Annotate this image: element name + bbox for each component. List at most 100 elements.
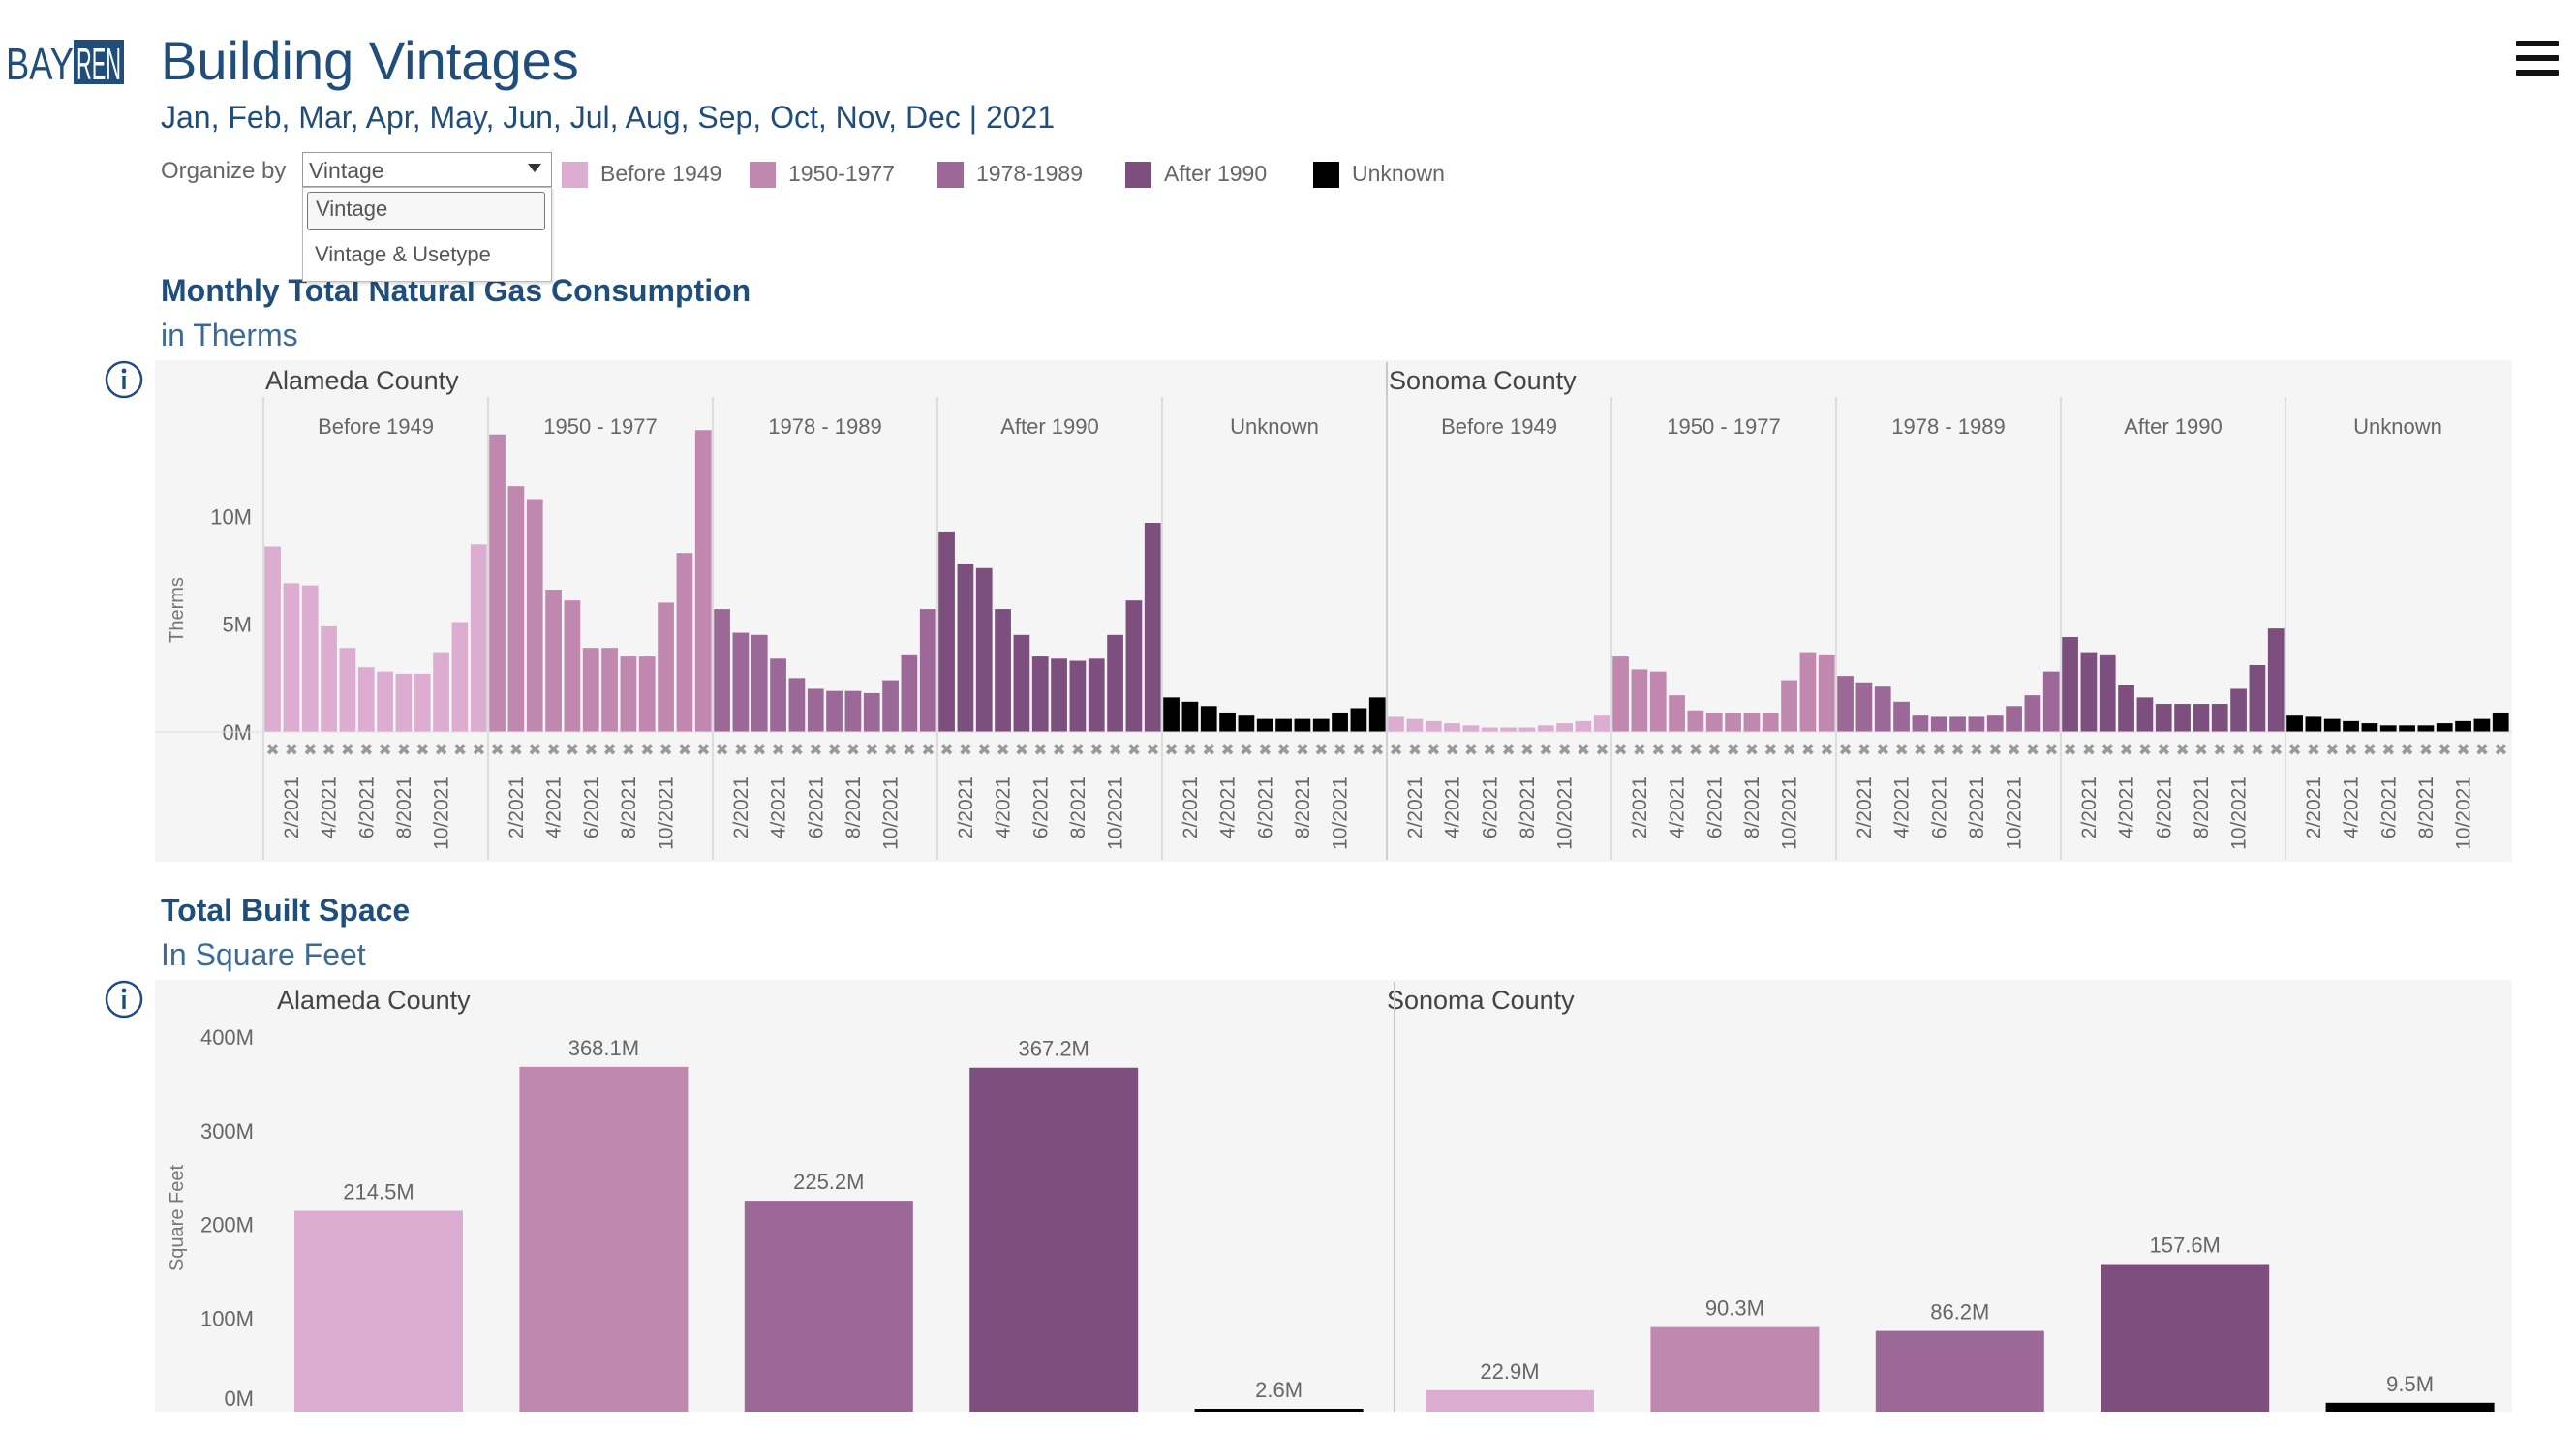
null-marker: ✖ (1221, 741, 1235, 759)
gas-section-subtitle: in Therms (161, 318, 298, 352)
gas-x-tick-label: 10/2021 (880, 777, 903, 850)
gas-x-tick-label: 8/2021 (2415, 777, 2438, 838)
gas-bar (1481, 727, 1498, 732)
gas-vintage-header: Unknown (2353, 414, 2442, 439)
gas-bar (1537, 725, 1554, 732)
dropdown-option-vintage[interactable]: Vintage (307, 192, 545, 230)
legend-label: After 1990 (1164, 161, 1268, 186)
gas-bar (1294, 718, 1311, 732)
gas-bar (2118, 685, 2134, 732)
null-marker: ✖ (865, 741, 878, 759)
legend-label: 1978-1989 (976, 161, 1083, 186)
null-marker: ✖ (1146, 741, 1159, 759)
null-marker: ✖ (322, 741, 336, 759)
null-marker: ✖ (1109, 741, 1122, 759)
gas-x-tick-label: 6/2021 (1928, 777, 1950, 838)
null-marker: ✖ (1558, 741, 1572, 759)
gas-bar (694, 430, 712, 732)
gas-bar (676, 553, 693, 732)
gas-bar (489, 434, 506, 732)
gas-x-tick-label: 4/2021 (1667, 777, 1689, 838)
null-marker: ✖ (341, 741, 354, 759)
gas-bar (919, 609, 936, 732)
gas-x-tick-label: 2/2021 (955, 777, 977, 838)
chevron-down-icon (528, 164, 541, 172)
gas-x-tick-label: 10/2021 (656, 777, 678, 850)
gas-bar (844, 690, 862, 732)
space-data-label: 90.3M (1705, 1296, 1764, 1321)
gas-bar (1275, 718, 1292, 732)
gas-bar (751, 634, 768, 732)
gas-y-tick-label: 10M (210, 504, 252, 529)
gas-bar (526, 499, 543, 732)
legend-swatch (1313, 162, 1339, 188)
bayren-logo[interactable]: BAY REN (6, 39, 124, 87)
gas-x-tick-label: 2/2021 (2078, 777, 2101, 838)
null-marker: ✖ (1689, 741, 1702, 759)
null-marker: ✖ (2475, 741, 2489, 759)
gas-x-tick-label: 2/2021 (281, 777, 303, 838)
gas-bar (938, 531, 955, 732)
gas-bar (1612, 656, 1629, 732)
info-icon[interactable] (105, 980, 143, 1019)
gas-x-tick-label: 10/2021 (1105, 777, 1127, 850)
null-marker: ✖ (2176, 741, 2190, 759)
info-icon[interactable] (105, 360, 143, 399)
null-marker: ✖ (566, 741, 579, 759)
null-marker: ✖ (2325, 741, 2339, 759)
null-marker: ✖ (959, 741, 972, 759)
gas-x-tick-label: 10/2021 (431, 777, 453, 850)
null-marker: ✖ (1801, 741, 1815, 759)
dropdown-option-vintage-usetype[interactable]: Vintage & Usetype (315, 242, 491, 266)
null-marker: ✖ (1727, 741, 1740, 759)
space-y-tick-label: 100M (200, 1306, 254, 1330)
gas-bar (301, 585, 319, 732)
null-marker: ✖ (1408, 741, 1422, 759)
space-bar (2325, 1402, 2495, 1412)
null-marker: ✖ (678, 741, 691, 759)
null-marker: ✖ (884, 741, 898, 759)
space-bar (969, 1067, 1139, 1412)
gas-county-header: Alameda County (265, 366, 459, 395)
gas-bar (1743, 712, 1761, 732)
gas-x-tick-label: 4/2021 (543, 777, 566, 838)
null-marker: ✖ (1671, 741, 1684, 759)
hamburger-menu-icon[interactable] (2516, 41, 2559, 79)
gas-bar (2343, 720, 2359, 732)
gas-bar (2042, 671, 2060, 732)
legend-swatch (562, 162, 588, 188)
space-bar (519, 1066, 689, 1412)
null-marker: ✖ (1651, 741, 1665, 759)
null-marker: ✖ (303, 741, 317, 759)
null-marker: ✖ (2494, 741, 2507, 759)
gas-x-tick-label: 8/2021 (843, 777, 865, 838)
null-marker: ✖ (734, 741, 748, 759)
gas-vintage-header: 1978 - 1989 (1891, 414, 2005, 439)
gas-bar (1238, 715, 1255, 732)
space-data-label: 225.2M (793, 1170, 864, 1194)
null-marker: ✖ (491, 741, 505, 759)
gas-bar (1874, 686, 1891, 732)
organize-by-select[interactable]: Vintage (302, 152, 552, 187)
null-marker: ✖ (2288, 741, 2302, 759)
gas-x-tick-label: 6/2021 (2153, 777, 2175, 838)
null-marker: ✖ (2381, 741, 2395, 759)
gas-bar (2006, 706, 2022, 732)
gas-bar (377, 671, 393, 732)
null-marker: ✖ (1820, 741, 1833, 759)
null-marker: ✖ (1352, 741, 1365, 759)
gas-bar (564, 600, 581, 732)
gas-bar (882, 680, 899, 732)
gas-bar (1069, 660, 1087, 732)
gas-bar (2249, 664, 2266, 732)
null-marker: ✖ (1520, 741, 1534, 759)
gas-bar (714, 609, 730, 732)
null-marker: ✖ (846, 741, 860, 759)
legend-label: Before 1949 (600, 161, 722, 186)
gas-bar (1200, 706, 1217, 732)
gas-x-tick-label: 6/2021 (1479, 777, 1501, 838)
date-range-subtitle: Jan, Feb, Mar, Apr, May, Jun, Jul, Aug, … (161, 100, 1056, 135)
space-bar (1650, 1326, 1820, 1412)
gas-x-tick-label: 4/2021 (1891, 777, 1914, 838)
